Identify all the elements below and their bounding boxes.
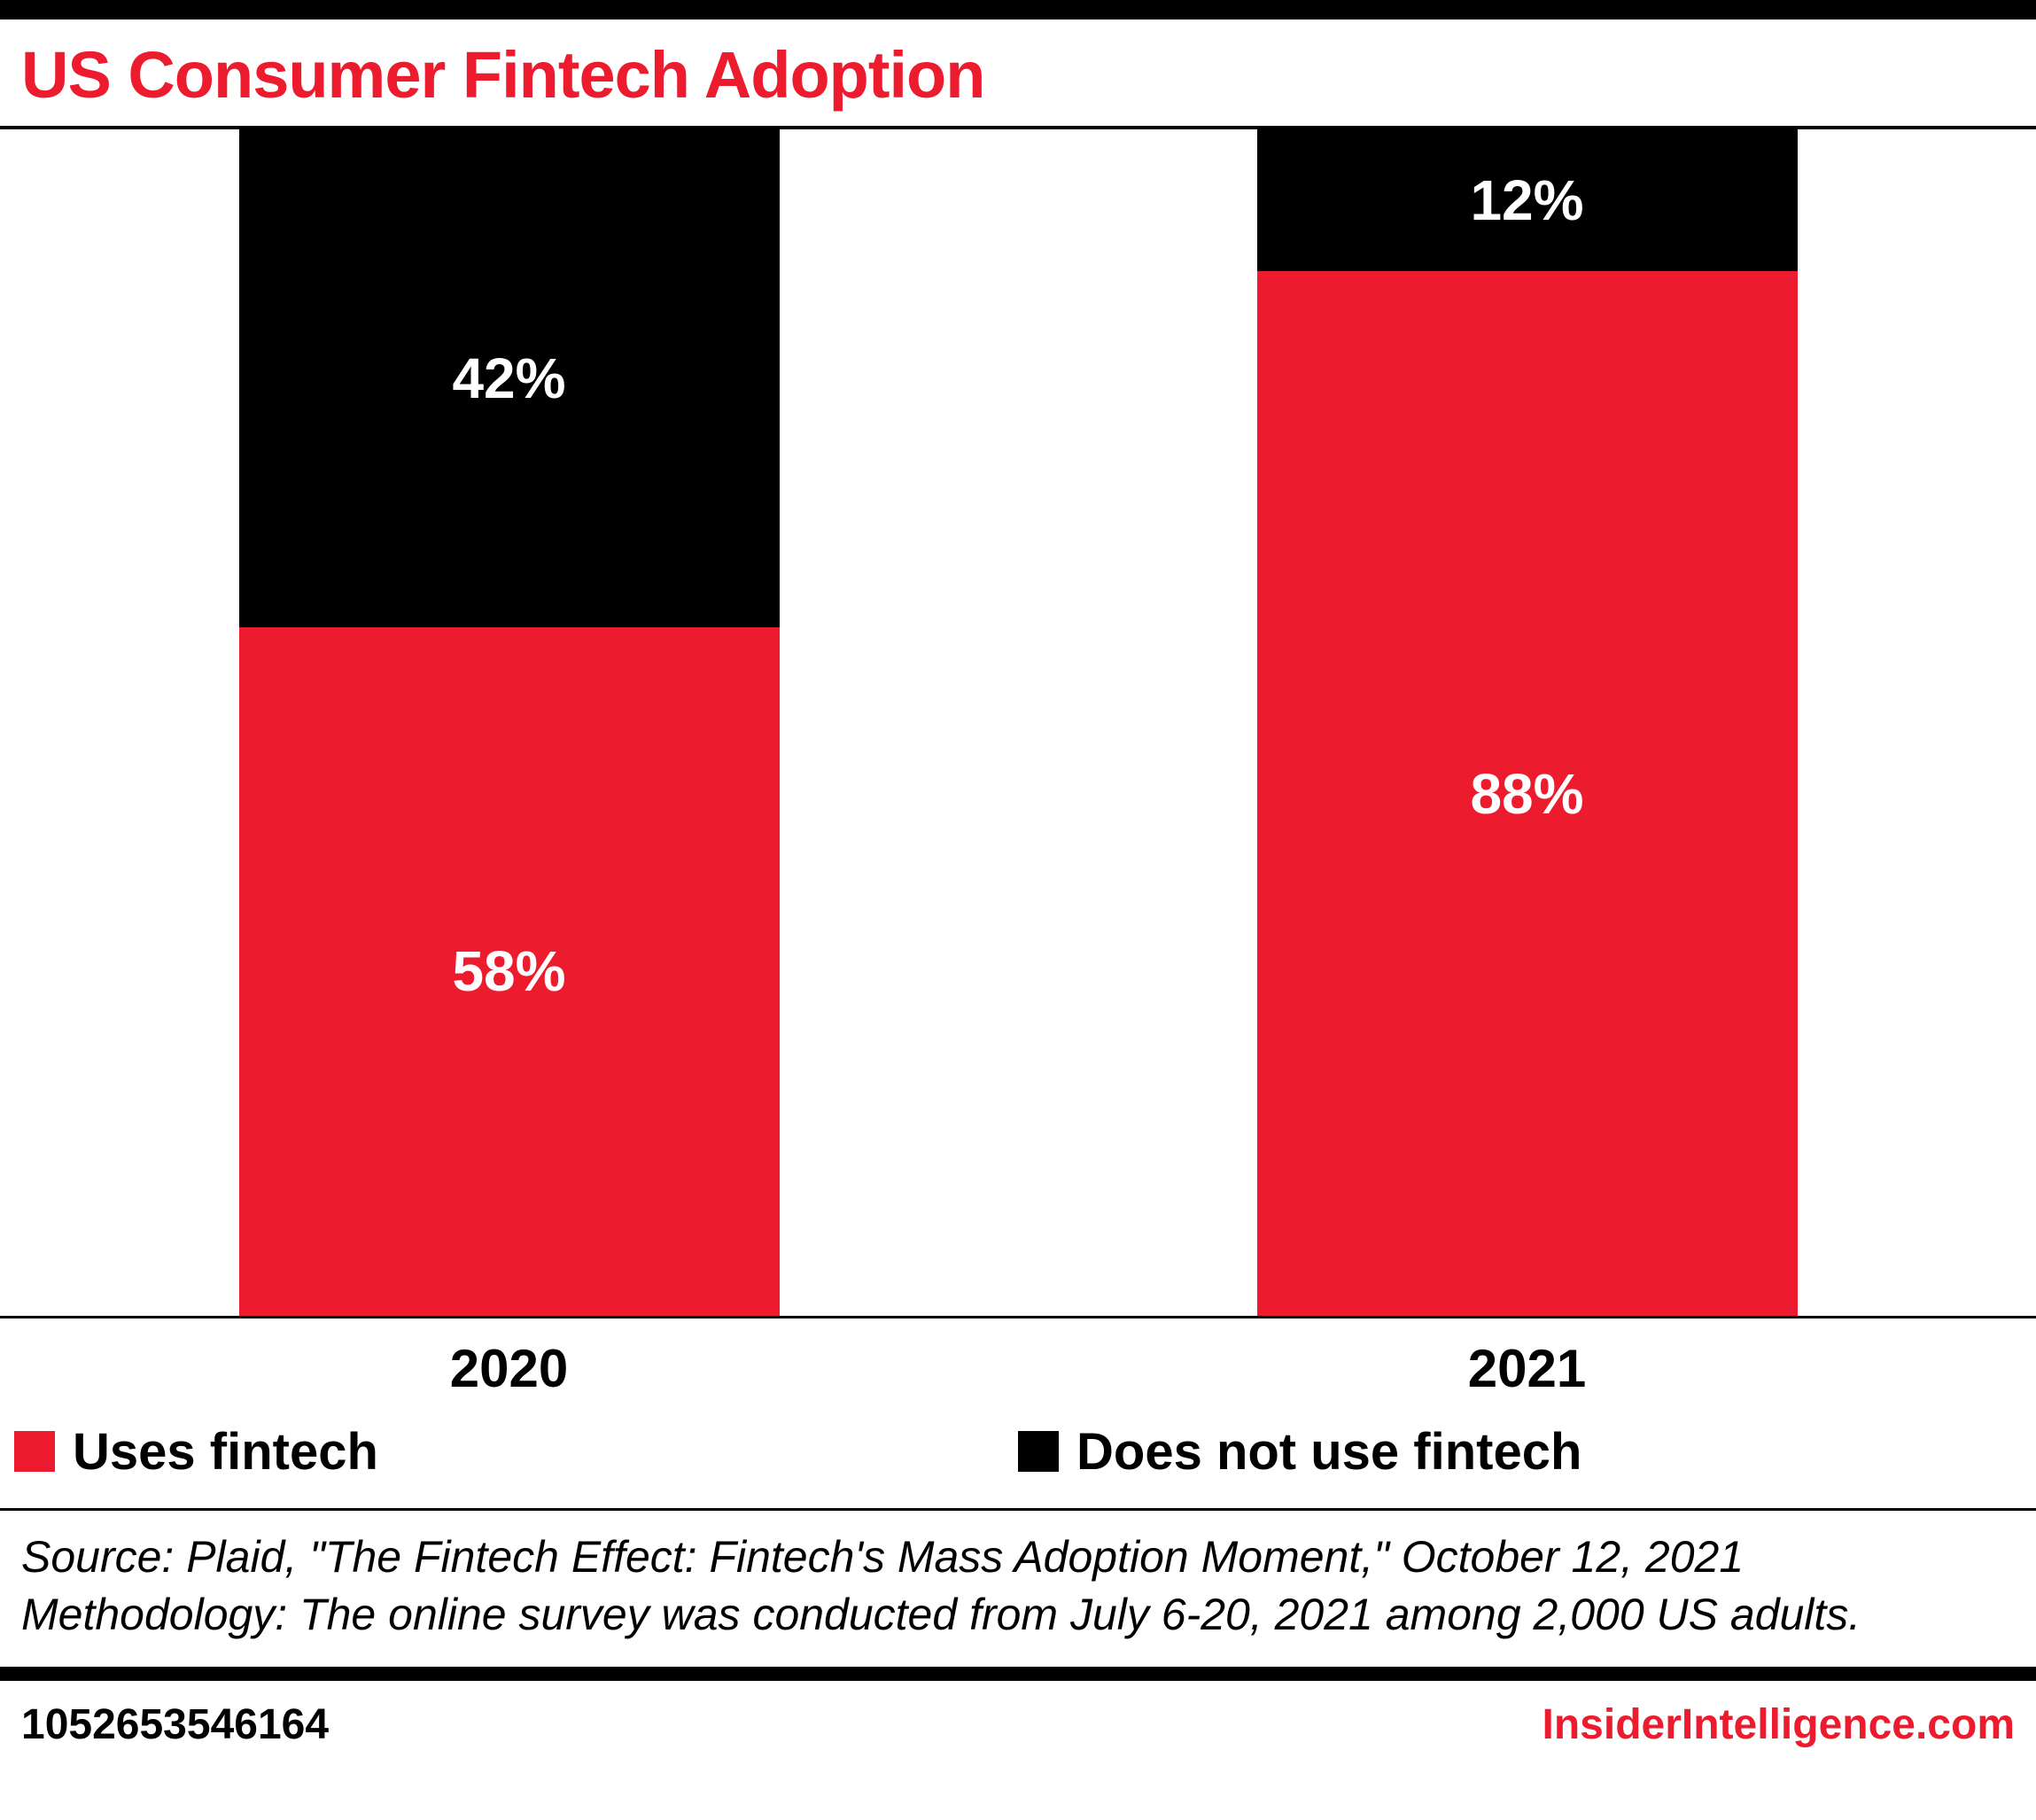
header: US Consumer Fintech Adoption: [0, 19, 2036, 126]
x-axis-label-2020: 2020: [449, 1338, 569, 1398]
title-divider: [0, 125, 2036, 129]
legend-item-uses-fintech: Uses fintech: [14, 1422, 1018, 1482]
bar-value-label: 58%: [452, 939, 566, 1004]
bar-value-label: 88%: [1470, 761, 1584, 826]
page-title: US Consumer Fintech Adoption: [21, 38, 985, 112]
bar-segment-does-not-use-fintech-2020: 42%: [238, 128, 780, 628]
x-axis-labels: 2020 2021: [0, 1318, 2036, 1408]
bar-segment-does-not-use-fintech-2021: 12%: [1256, 128, 1798, 272]
bar-segment-uses-fintech-2020: 58%: [238, 627, 780, 1316]
bar-segment-uses-fintech-2021: 88%: [1256, 271, 1798, 1316]
methodology-line: Methodology: The online survey was condu…: [21, 1589, 1861, 1639]
legend-swatch-black-icon: [1018, 1431, 1059, 1473]
bar-column-2021: 88% 12%: [1018, 128, 2036, 1316]
bar-column-2020: 58% 42%: [0, 128, 1018, 1316]
source-line: Source: Plaid, "The Fintech Effect: Fint…: [21, 1531, 1745, 1582]
legend-item-does-not-use-fintech: Does not use fintech: [1018, 1422, 2022, 1482]
legend-label-does-not-use-fintech: Does not use fintech: [1076, 1422, 1582, 1481]
bar-2021: 88% 12%: [1256, 128, 1798, 1316]
source-divider: [0, 1507, 2036, 1511]
legend-swatch-red-icon: [14, 1431, 55, 1473]
stacked-bar-chart: 58% 42% 88% 12%: [0, 128, 2036, 1318]
source-block: Source: Plaid, "The Fintech Effect: Fint…: [0, 1511, 2036, 1667]
bar-value-label: 42%: [452, 346, 566, 410]
top-border-bar: [0, 0, 2036, 19]
brand-link[interactable]: InsiderIntelligence.com: [1542, 1700, 2015, 1748]
footer-border-bar: [0, 1666, 2036, 1681]
x-axis-label-2021: 2021: [1467, 1338, 1587, 1398]
legend-label-uses-fintech: Uses fintech: [73, 1422, 378, 1481]
chart-id: 1052653546164: [21, 1700, 330, 1748]
bar-2020: 58% 42%: [238, 128, 780, 1316]
bar-value-label: 12%: [1470, 168, 1584, 233]
legend: Uses fintech Does not use fintech: [0, 1408, 2036, 1508]
footer: 1052653546164 InsiderIntelligence.com: [0, 1681, 2036, 1769]
